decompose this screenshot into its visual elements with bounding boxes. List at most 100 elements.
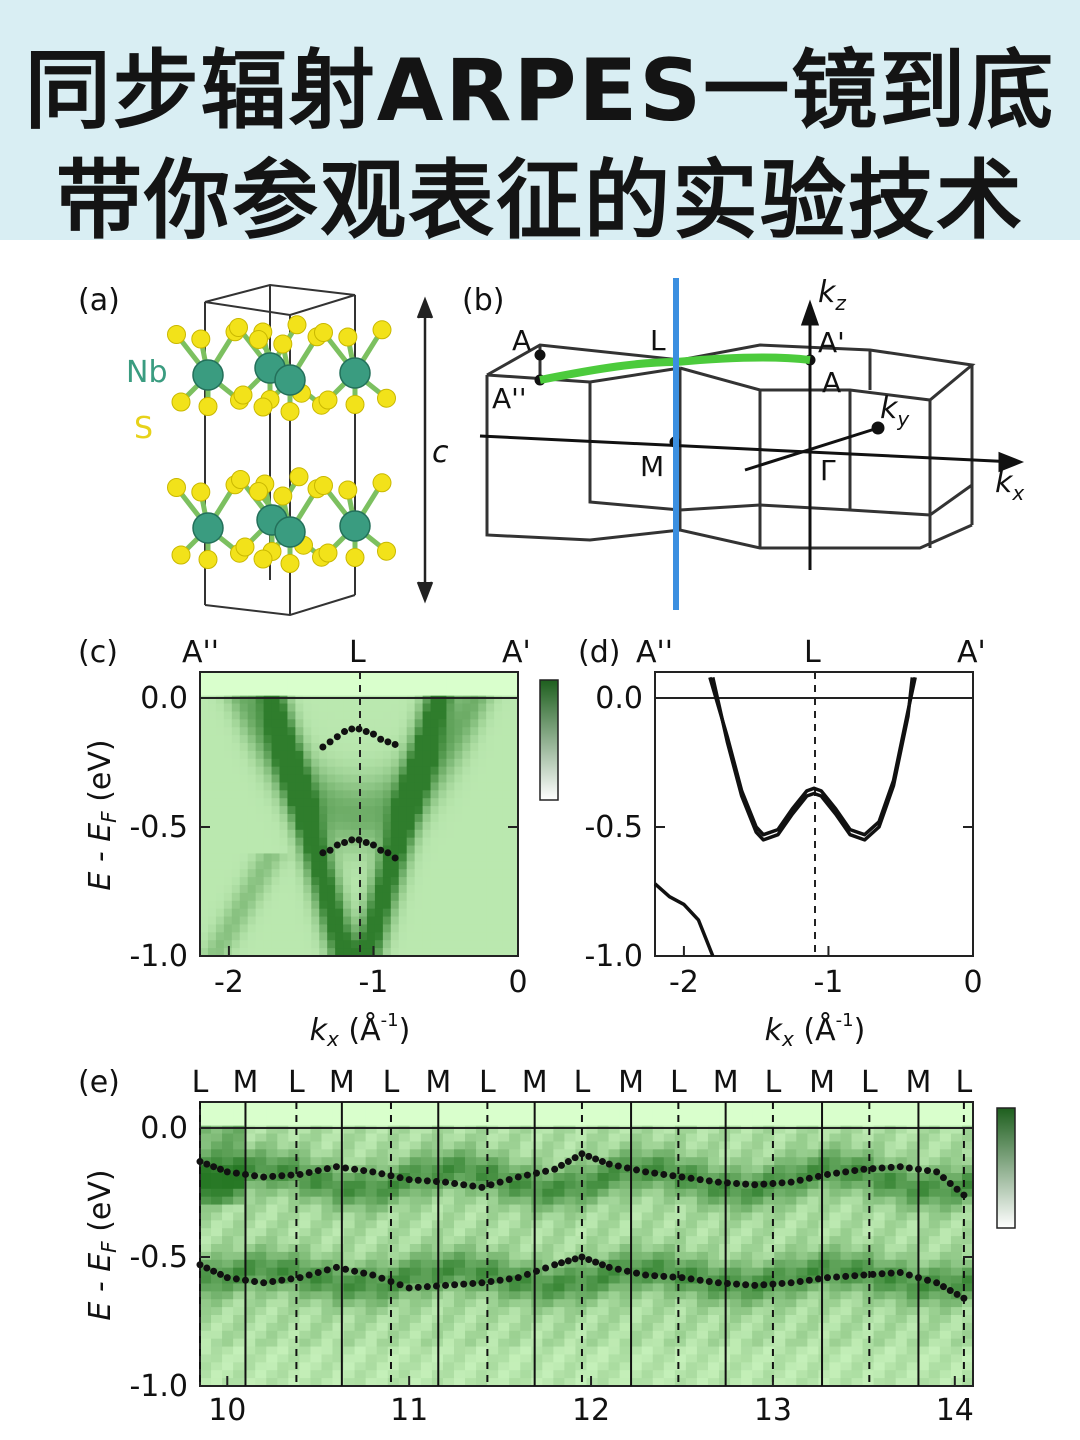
data-point: [360, 1269, 368, 1277]
heatmap-cell: [465, 1354, 477, 1363]
heatmap-cell: [327, 861, 336, 870]
band-line: [653, 882, 715, 957]
heatmap-cell: [222, 1141, 234, 1150]
heatmap-cell: [359, 916, 368, 925]
heatmap-cell: [494, 837, 503, 847]
data-point: [319, 743, 327, 751]
heatmap-cell: [233, 1354, 245, 1363]
heatmap-cell: [829, 1102, 841, 1111]
heatmap-cell: [652, 1125, 665, 1135]
heatmap-cell: [553, 1354, 565, 1363]
heatmap-cell: [597, 1267, 610, 1277]
heatmap-cell: [310, 1141, 322, 1150]
heatmap-cell: [255, 1204, 267, 1213]
heatmap-cell: [430, 758, 439, 768]
heatmap-cell: [398, 1362, 411, 1371]
heatmap-cell: [906, 1315, 919, 1324]
heatmap-cell: [520, 1117, 532, 1127]
data-point: [396, 1281, 404, 1289]
heatmap-cell: [398, 798, 408, 807]
data-point: [487, 1278, 495, 1286]
heatmap-cell: [873, 1149, 886, 1158]
heatmap-cell: [215, 900, 225, 910]
heatmap-cell: [674, 1244, 687, 1253]
heatmap-cell: [387, 1157, 400, 1166]
heatmap-cell: [487, 1330, 499, 1340]
heatmap-cell: [917, 1267, 930, 1277]
heatmap-cell: [398, 806, 408, 815]
heatmap-cell: [486, 821, 495, 831]
heatmap-cell: [696, 1283, 709, 1292]
heatmap-cell: [387, 1204, 400, 1213]
heatmap-cell: [785, 1362, 797, 1371]
heatmap-cell: [531, 1307, 543, 1316]
heatmap-cell: [382, 806, 392, 815]
heatmap-cell: [531, 1133, 543, 1142]
heatmap-cell: [390, 892, 400, 902]
heatmap-cell: [288, 1354, 300, 1363]
heatmap-cell: [730, 1173, 742, 1182]
heatmap-cell: [430, 821, 439, 831]
heatmap-cell: [895, 1228, 908, 1237]
heatmap-cell: [498, 1133, 510, 1142]
heatmap-cell: [359, 687, 368, 697]
data-point: [319, 849, 327, 857]
heatmap-cell: [231, 687, 241, 697]
heatmap-cell: [211, 1378, 223, 1387]
heatmap-cell: [422, 940, 432, 949]
heatmap-cell: [311, 711, 320, 720]
heatmap-cell: [685, 1259, 698, 1269]
heatmap-cell: [343, 766, 352, 776]
heatmap-cell: [247, 845, 257, 854]
heatmap-cell: [674, 1346, 687, 1355]
heatmap-cell: [351, 916, 360, 925]
heatmap-cell: [851, 1220, 864, 1229]
heatmap-cell: [961, 1346, 974, 1355]
data-point: [323, 1266, 331, 1274]
heatmap-cell: [295, 829, 304, 839]
heatmap-cell: [510, 703, 519, 712]
heatmap-cell: [311, 774, 320, 783]
heatmap-cell: [796, 1267, 808, 1277]
heatmap-cell: [406, 924, 416, 933]
heatmap-cell: [398, 948, 408, 957]
heatmap-cell: [542, 1275, 554, 1284]
heatmap-cell: [247, 908, 257, 918]
heatmap-cell: [387, 1102, 400, 1111]
heatmap-cell: [531, 1228, 543, 1237]
heatmap-cell: [553, 1180, 565, 1190]
heatmap-cell: [531, 1188, 543, 1198]
heatmap-cell: [277, 1165, 289, 1174]
heatmap-cell: [531, 1165, 543, 1174]
heatmap-cell: [807, 1362, 819, 1371]
heatmap-cell: [895, 1125, 908, 1135]
heatmap-cell: [818, 1346, 830, 1355]
heatmap-cell: [502, 703, 511, 712]
heatmap-cell: [961, 1315, 974, 1324]
heatmap-cell: [478, 782, 487, 791]
heatmap-cell: [406, 758, 416, 768]
heatmap-cell: [652, 1228, 665, 1237]
heatmap-cell: [200, 782, 209, 791]
heatmap-cell: [597, 1165, 610, 1174]
heatmap-cell: [696, 1125, 709, 1135]
heatmap-cell: [310, 1204, 322, 1213]
heatmap-cell: [608, 1173, 621, 1182]
heatmap-cell: [222, 1267, 234, 1277]
heatmap-cell: [442, 1165, 455, 1174]
heatmap-cell: [430, 711, 439, 720]
heatmap-cell: [597, 1212, 610, 1221]
heatmap-cell: [359, 719, 368, 728]
heatmap-cell: [906, 1102, 919, 1111]
heatmap-cell: [641, 1251, 654, 1261]
heatmap-cell: [299, 1204, 311, 1213]
heatmap-cell: [818, 1283, 830, 1292]
heatmap-cell: [295, 916, 304, 925]
heatmap-cell: [608, 1362, 621, 1371]
heatmap-cell: [414, 798, 424, 807]
heatmap-cell: [382, 877, 392, 886]
heatmap-cell: [630, 1180, 643, 1190]
heatmap-cell: [502, 758, 511, 768]
heatmap-cell: [707, 1173, 720, 1182]
heatmap-cell: [200, 814, 209, 823]
